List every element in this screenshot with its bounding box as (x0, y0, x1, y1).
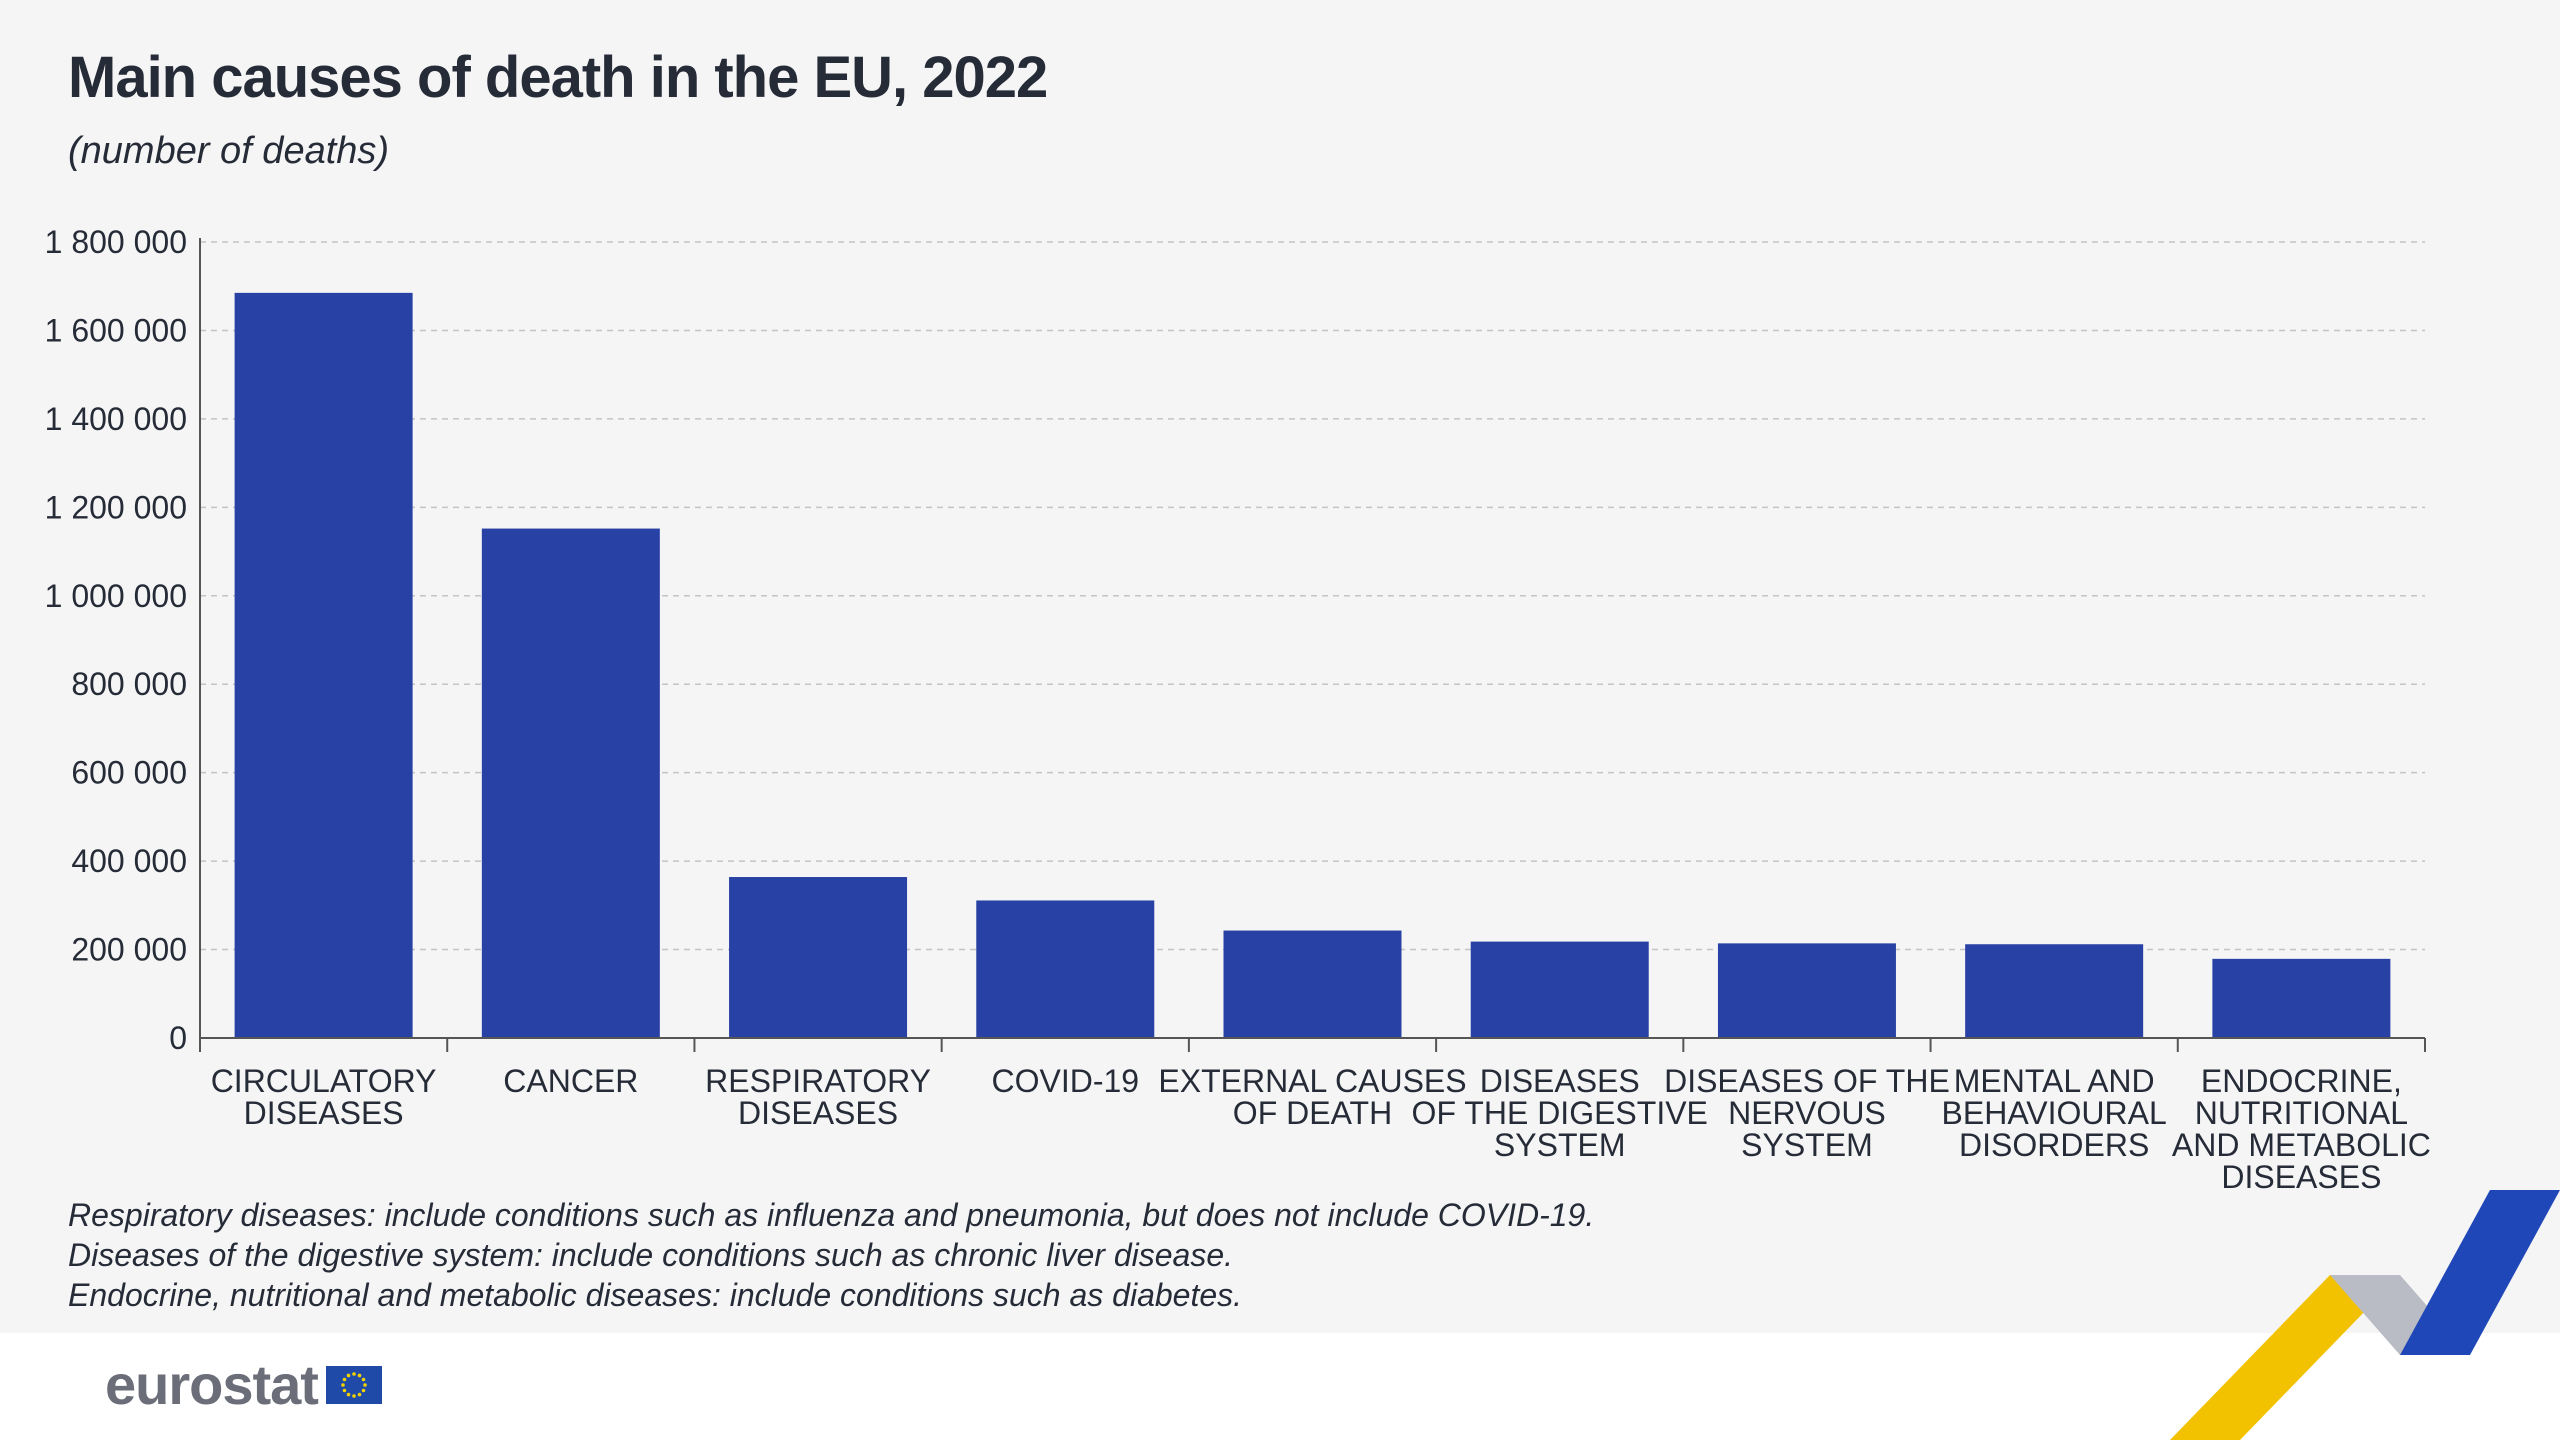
chart-subtitle: (number of deaths) (68, 130, 390, 172)
x-category-label: DISEASES OF THE NERVOUS SYSTEM (1664, 1063, 1950, 1163)
bar-chart: 0 200 000 400 000 600 000 800 000 1 000 000 1 … (45, 224, 2431, 1195)
y-tick-label: 1 800 000 (45, 224, 187, 260)
x-category-label: CANCER (503, 1063, 638, 1099)
y-tick-label: 0 (169, 1020, 187, 1056)
y-tick-label: 1 200 000 (45, 489, 187, 525)
y-tick-label: 200 000 (71, 932, 187, 968)
bar (2212, 958, 2391, 1038)
x-category-label: COVID-19 (991, 1063, 1139, 1099)
y-tick-label: 1 400 000 (45, 401, 187, 437)
footnote-digestive: Diseases of the digestive system: includ… (68, 1237, 1234, 1273)
footer (0, 1333, 2560, 1440)
eu-flag-icon (325, 1365, 382, 1404)
eurostat-logo: eurostat (105, 1352, 382, 1417)
y-tick-label: 1 000 000 (45, 578, 187, 614)
x-category-label: DISEASES OF THE DIGESTIVE SYSTEM (1412, 1063, 1708, 1163)
footnotes: Respiratory diseases: include conditions… (68, 1195, 1594, 1315)
bar (1470, 941, 1649, 1038)
bar (976, 900, 1155, 1038)
bar (481, 528, 660, 1038)
x-category-label: EXTERNAL CAUSES OF DEATH (1158, 1063, 1466, 1131)
bar (234, 292, 413, 1038)
footnote-endocrine: Endocrine, nutritional and metabolic dis… (68, 1277, 1243, 1313)
x-category-label: MENTAL AND BEHAVIOURAL DISORDERS (1942, 1063, 2167, 1163)
x-category-label: RESPIRATORY DISEASES (705, 1063, 931, 1131)
decorative-ribbon-icon (2170, 1190, 2560, 1440)
x-category-label: CIRCULATORY DISEASES (211, 1063, 437, 1131)
y-tick-label: 1 600 000 (45, 312, 187, 348)
bar (1965, 944, 2144, 1038)
chart-title: Main causes of death in the EU, 2022 (68, 45, 1048, 110)
bar (729, 877, 908, 1038)
y-tick-label: 600 000 (71, 755, 187, 791)
bar (1717, 943, 1896, 1038)
footnote-respiratory: Respiratory diseases: include conditions… (68, 1197, 1595, 1233)
x-category-label: ENDOCRINE, NUTRITIONAL AND METABOLIC DISEAS… (2172, 1063, 2431, 1195)
y-tick-label: 800 000 (71, 666, 187, 702)
bar (1223, 930, 1402, 1038)
logo-text: eurostat (105, 1353, 319, 1416)
y-tick-label: 400 000 (71, 843, 187, 879)
